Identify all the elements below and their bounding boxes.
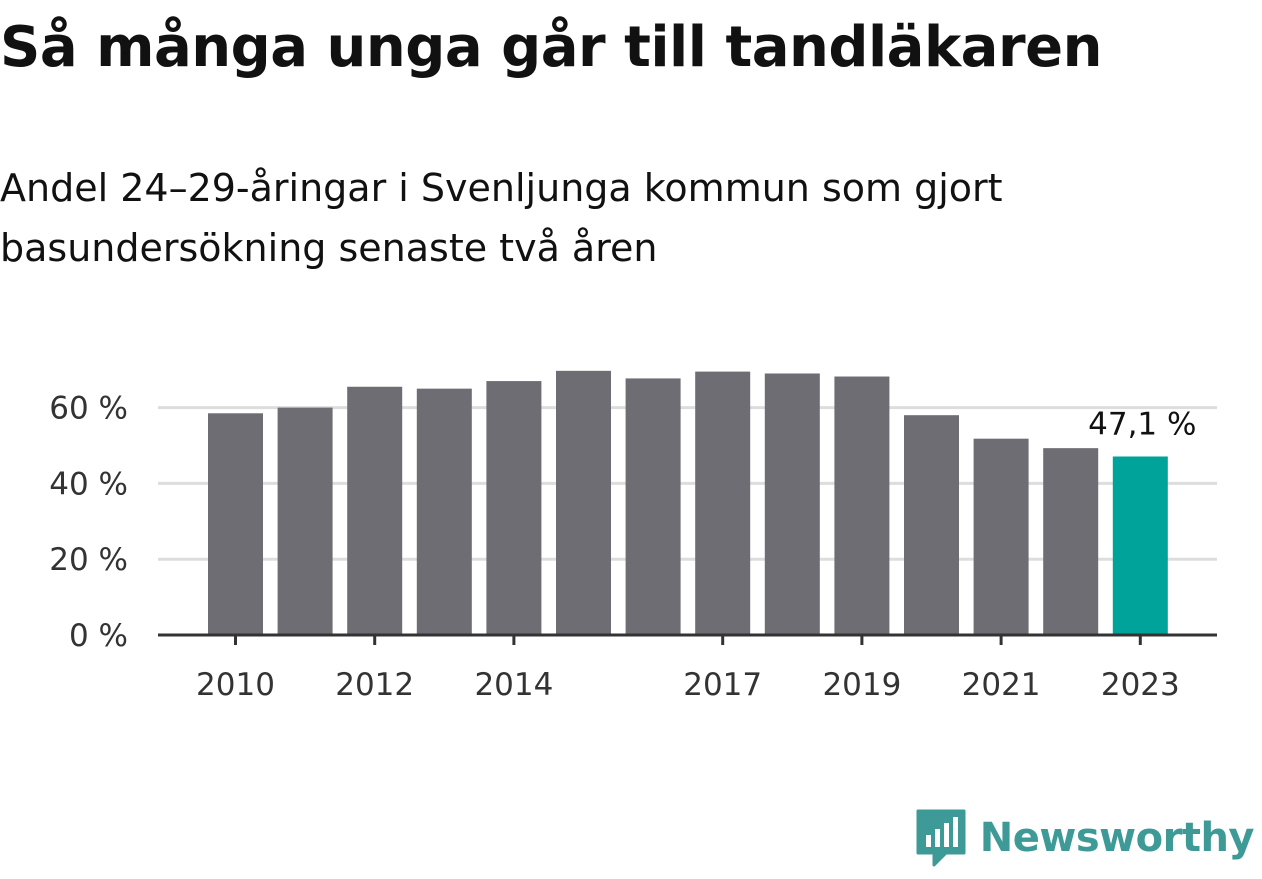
labels: 0 % 20 % 40 % 60 % 2010 2012 2014 2017 2019 2021 2… [49, 391, 1196, 703]
y-tick-label: 60 % [49, 391, 128, 427]
bar-2013 [416, 388, 472, 635]
chart-title: Så många unga går till tandläkaren [0, 15, 1102, 80]
value-annotation: 47,1 % [1088, 406, 1196, 442]
bar-2014 [486, 381, 542, 635]
brand-name: Newsworthy [979, 815, 1255, 861]
axes [158, 633, 1217, 645]
bar-2021 [973, 438, 1029, 635]
grid-lines [158, 406, 1217, 561]
x-tick-label: 2021 [962, 667, 1041, 703]
bar-2010 [208, 413, 263, 635]
chart-subtitle: Andel 24–29-åringar i Svenljunga kommun … [0, 166, 1003, 270]
x-tick-label: 2014 [474, 667, 553, 703]
x-tick-label: 2023 [1101, 667, 1180, 703]
x-tick-label: 2019 [822, 667, 901, 703]
bar-2012 [347, 386, 403, 635]
y-tick-label: 0 % [69, 618, 128, 654]
bar-2022 [1043, 448, 1099, 635]
newsworthy-brand: Newsworthy [916, 809, 1255, 867]
bar-chart: 0 % 20 % 40 % 60 % 2010 2012 2014 2017 2019 2021 2… [49, 370, 1217, 703]
x-tick-label: 2010 [196, 667, 275, 703]
x-tick-label: 2017 [683, 667, 762, 703]
newsworthy-logo-icon [916, 809, 966, 867]
bar-2018 [764, 373, 820, 635]
bars [208, 370, 1168, 635]
y-tick-label: 40 % [49, 466, 128, 502]
bar-2015 [556, 370, 611, 635]
bar-2023 [1112, 456, 1168, 635]
bar-2011 [277, 407, 333, 635]
bar-2019 [834, 376, 890, 635]
y-tick-label: 20 % [49, 542, 128, 578]
x-tick-label: 2012 [335, 667, 414, 703]
bar-2016 [625, 378, 681, 635]
bar-2020 [904, 415, 959, 635]
bar-2017 [695, 371, 751, 635]
